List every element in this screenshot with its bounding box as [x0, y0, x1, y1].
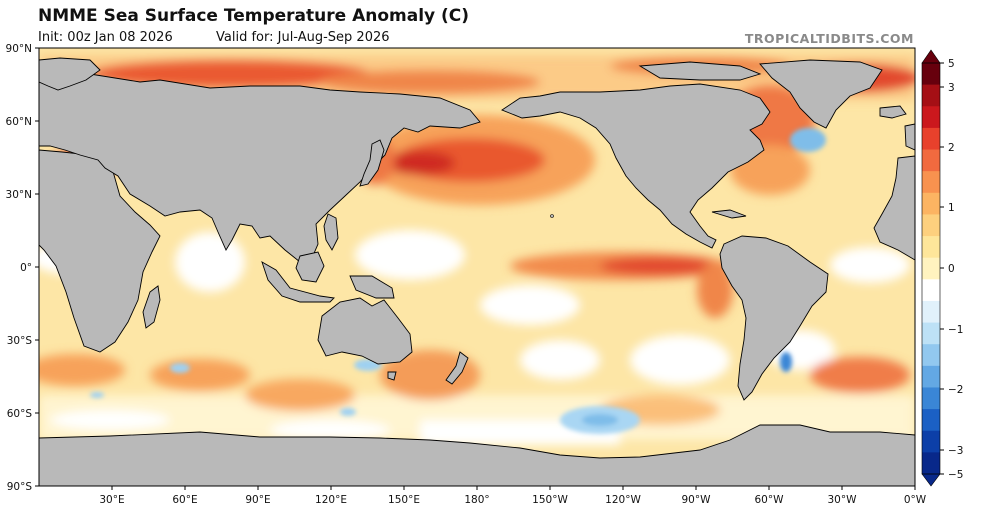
sumatra-java: [261, 261, 335, 303]
colorbar-label-neg2: −2: [948, 384, 963, 396]
lat-label-0: 0°: [20, 262, 32, 274]
colorbar-swatch: [922, 344, 940, 367]
lon-label-60w: 60°W: [755, 494, 785, 506]
new-zealand: [445, 351, 469, 385]
lon-label-150w: 150°W: [532, 494, 568, 506]
lon-label-90w: 90°W: [682, 494, 712, 506]
cool-anomalies: [90, 128, 826, 434]
lat-label-60s: 60°S: [7, 408, 33, 420]
lon-label-180: 180°: [464, 494, 489, 506]
lon-label-0w: 0°W: [904, 494, 927, 506]
init-time: Init: 00z Jan 08 2026: [38, 30, 173, 45]
colorbar-swatch: [922, 300, 940, 324]
colorbar-swatch: [922, 387, 940, 410]
colorbar-swatch: [922, 214, 940, 237]
north-america: [501, 83, 771, 249]
lon-label-120e: 120°E: [315, 494, 347, 506]
colorbar-max-arrow: [921, 49, 941, 64]
colorbar-swatches: [922, 63, 940, 475]
colorbar-label-3: 3: [948, 82, 955, 94]
greenland: [759, 59, 883, 129]
colorbar-swatch: [922, 106, 940, 129]
colorbar-swatch: [922, 279, 940, 302]
longitude-axis: 30°E 60°E 90°E 120°E 150°E 180° 150°W 12…: [99, 486, 927, 506]
colorbar-label-neg3: −3: [948, 445, 963, 457]
colorbar-min-arrow: [921, 473, 941, 487]
colorbar-swatch: [922, 452, 940, 475]
new-guinea: [349, 275, 395, 299]
africa: [39, 149, 161, 353]
colorbar-swatch: [922, 257, 940, 280]
map-title: NMME Sea Surface Temperature Anomaly (C): [38, 6, 470, 26]
lon-label-150e: 150°E: [388, 494, 420, 506]
subtitle-line: Init: 00z Jan 08 2026 Valid for: Jul-Aug…: [38, 30, 390, 45]
colorbar-label-neg5: −5: [948, 469, 963, 481]
iberia-west-africa: [873, 155, 915, 261]
colorbar-label-2: 2: [948, 142, 955, 154]
valid-period: Valid for: Jul-Aug-Sep 2026: [216, 30, 390, 45]
colorbar-swatch: [922, 127, 940, 151]
lat-label-30s: 30°S: [7, 335, 33, 347]
hawaii: [550, 214, 554, 218]
colorbar-swatch: [922, 84, 940, 107]
borneo: [295, 251, 325, 283]
colorbar-swatch: [922, 192, 940, 215]
colorbar-swatch: [922, 171, 940, 194]
lat-label-30n: 30°N: [6, 189, 32, 201]
colorbar: 5 3 2 1 0 −1 −2 −3 −5: [921, 49, 963, 487]
colorbar-label-neg1: −1: [948, 324, 963, 336]
lat-label-90n: 90°N: [6, 43, 32, 55]
colorbar-label-0: 0: [948, 263, 955, 275]
site-credit: TROPICALTIDBITS.COM: [744, 31, 914, 46]
lon-label-120w: 120°W: [605, 494, 641, 506]
uk: [904, 123, 915, 151]
colorbar-swatch: [922, 63, 940, 86]
lon-label-30e: 30°E: [99, 494, 124, 506]
australia: [317, 297, 413, 365]
colorbar-swatch: [922, 236, 940, 259]
japan: [359, 139, 385, 187]
lon-label-30w: 30°W: [828, 494, 858, 506]
philippines: [323, 213, 339, 251]
lat-label-60n: 60°N: [6, 116, 32, 128]
colorbar-label-1: 1: [948, 202, 955, 214]
iceland: [879, 105, 907, 119]
colorbar-swatch: [922, 430, 940, 453]
lon-label-60e: 60°E: [172, 494, 197, 506]
caribbean-islands: [711, 209, 747, 219]
arctic-islands: [638, 61, 762, 81]
lon-label-90e: 90°E: [245, 494, 270, 506]
antarctica: [39, 424, 915, 486]
tasmania: [387, 371, 397, 381]
colorbar-swatch: [922, 409, 940, 432]
colorbar-swatch: [922, 149, 940, 172]
colorbar-swatch: [922, 322, 940, 345]
colorbar-swatch: [922, 365, 940, 388]
south-america: [719, 235, 829, 401]
colorbar-label-5: 5: [948, 58, 955, 70]
madagascar: [142, 285, 161, 329]
lat-label-90s: 90°S: [7, 481, 33, 493]
eurasia: [39, 71, 481, 263]
map-field: [39, 48, 915, 486]
latitude-axis: 90°N 60°N 30°N 0° 30°S 60°S 90°S: [6, 43, 39, 493]
scandinavia: [39, 57, 101, 91]
